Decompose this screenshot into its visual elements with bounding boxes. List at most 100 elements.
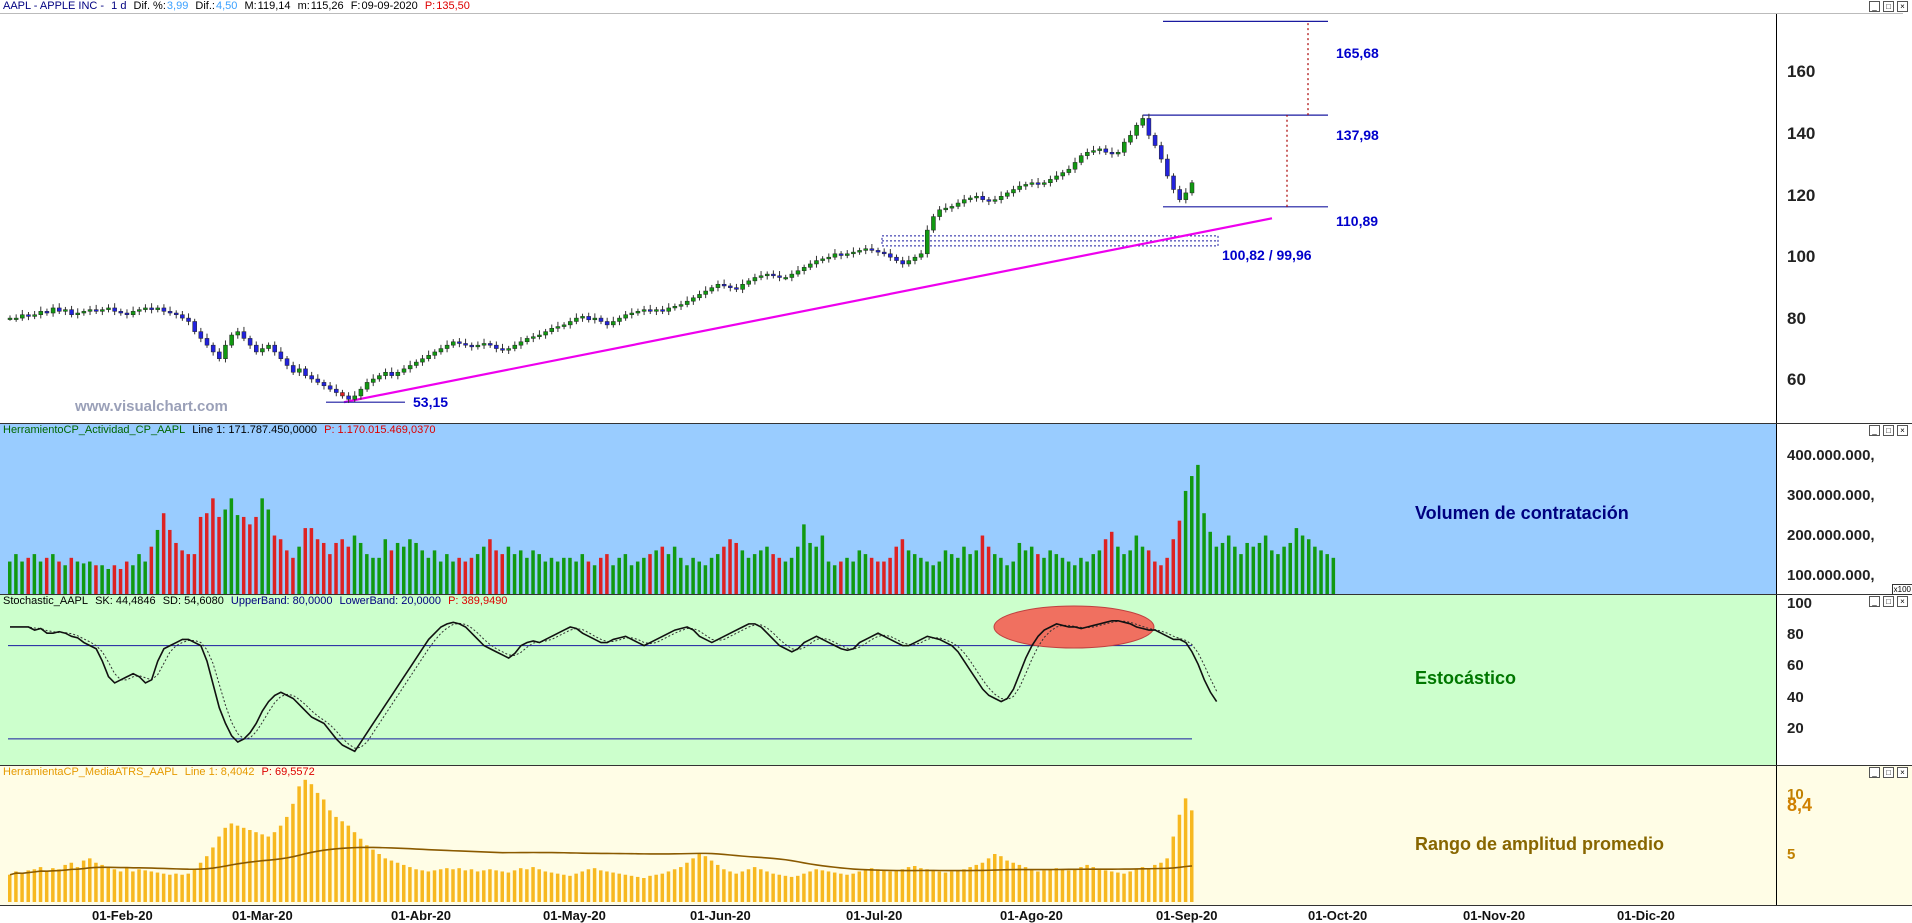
atr-bar (574, 873, 578, 902)
maximize-icon[interactable]: □ (1883, 425, 1894, 436)
candle-body (1109, 152, 1115, 155)
volume-tick: 200.000.000, (1787, 527, 1875, 544)
stochastic-p: P: 389,9490 (448, 595, 508, 607)
atr-bar (980, 862, 985, 902)
volume-chart[interactable] (0, 424, 1776, 595)
volume-bar (666, 554, 671, 595)
volume-panel[interactable]: HerramientoCP_Actividad_CP_AAPL Line 1: … (0, 423, 1912, 595)
volume-bar (1073, 565, 1077, 595)
maximize-icon[interactable]: □ (1883, 767, 1894, 778)
volume-bar (814, 546, 818, 595)
volume-bar (869, 557, 874, 595)
atr-bar (432, 870, 437, 902)
candle-body (838, 253, 844, 256)
candle-body (629, 312, 635, 315)
dif-value: 4,50 (215, 0, 238, 12)
candle-body (210, 344, 216, 353)
atr-bar (217, 836, 221, 902)
atr-bar (746, 869, 751, 902)
atr-bar (1066, 870, 1071, 902)
candle-body (87, 309, 93, 312)
atr-tick: 5 (1787, 846, 1796, 863)
close-icon[interactable]: × (1897, 767, 1908, 778)
candle-body (321, 382, 327, 387)
minimize-icon[interactable]: _ (1869, 596, 1880, 607)
atr-bar (1122, 873, 1126, 902)
volume-bar (254, 516, 258, 595)
candle-body (506, 348, 511, 351)
maximize-icon[interactable]: □ (1883, 596, 1894, 607)
candle-body (795, 270, 801, 275)
volume-bar (531, 550, 535, 595)
atr-bar (555, 873, 560, 902)
atr-bar (654, 874, 658, 902)
atr-bar (297, 786, 301, 902)
volume-bar (543, 561, 548, 595)
volume-bar (1066, 561, 1071, 595)
price-chart[interactable] (0, 0, 1776, 423)
volume-bar (1331, 557, 1336, 595)
volume-bar (648, 554, 652, 595)
dif-pct-value: 3,99 (166, 0, 189, 12)
max-value: 119,14 (257, 0, 291, 12)
stochastic-chart[interactable] (0, 595, 1776, 766)
atr-panel[interactable]: HerramientaCP_MediaATRS_AAPL Line 1: 8,4… (0, 765, 1912, 906)
candle-body (100, 309, 105, 312)
atr-indicator-name: HerramientaCP_MediaATRS_AAPL (3, 766, 178, 778)
volume-bar (1177, 520, 1182, 595)
symbol-label: AAPL - APPLE INC - (3, 0, 105, 12)
candle-body (894, 256, 899, 261)
price-panel[interactable]: AAPL - APPLE INC - 1 d Dif. %:3,99 Dif.:… (0, 0, 1912, 423)
volume-bar (863, 554, 868, 595)
atr-bar (679, 867, 683, 902)
volume-bar (445, 554, 449, 595)
atr-bar (660, 873, 665, 902)
volume-y-axis: 400.000.000, 300.000.000, 200.000.000, 1… (1776, 424, 1912, 595)
candle-body (845, 253, 850, 256)
stochastic-lower: LowerBand: 20,0000 (339, 595, 442, 607)
volume-bar (174, 542, 178, 595)
atr-bar (488, 869, 492, 902)
close-icon[interactable]: × (1897, 596, 1908, 607)
atr-bar (956, 870, 960, 902)
close-icon[interactable]: × (1897, 425, 1908, 436)
candle-body (524, 338, 530, 343)
atr-bar (205, 856, 209, 902)
volume-bar (180, 550, 184, 595)
atr-chart[interactable] (0, 766, 1776, 906)
volume-bar (383, 539, 388, 595)
candle-body (925, 229, 930, 255)
minimize-icon[interactable]: _ (1869, 767, 1880, 778)
atr-bar (789, 876, 794, 902)
volume-bar (1288, 542, 1292, 595)
atr-bar (1165, 858, 1169, 902)
volume-bar (408, 539, 412, 595)
candle-body (728, 285, 733, 288)
atr-bar (974, 864, 979, 902)
candle-body (900, 260, 905, 265)
candle-body (518, 341, 524, 346)
volume-bar (1251, 546, 1256, 595)
candle-body (666, 307, 671, 312)
volume-bar (205, 513, 209, 595)
volume-bar (1091, 554, 1095, 595)
stochastic-panel[interactable]: Stochastic_AAPL SK: 44,4846 SD: 54,6080 … (0, 594, 1912, 766)
volume-bar (1282, 546, 1286, 595)
minimize-icon[interactable]: _ (1869, 425, 1880, 436)
atr-bar (623, 874, 628, 902)
atr-bar (617, 873, 621, 902)
candle-body (438, 348, 444, 353)
maximize-icon[interactable]: □ (1883, 1, 1894, 12)
candle-body (364, 382, 370, 390)
close-icon[interactable]: × (1897, 1, 1908, 12)
candle-body (475, 344, 481, 348)
candle-body (254, 344, 259, 353)
volume-bar (1011, 561, 1015, 595)
volume-bar (1122, 554, 1126, 595)
atr-bar (309, 784, 314, 902)
volume-bar (106, 568, 110, 595)
volume-bar (321, 542, 326, 595)
atr-bar (211, 847, 215, 902)
minimize-icon[interactable]: _ (1869, 1, 1880, 12)
candle-body (918, 253, 924, 258)
